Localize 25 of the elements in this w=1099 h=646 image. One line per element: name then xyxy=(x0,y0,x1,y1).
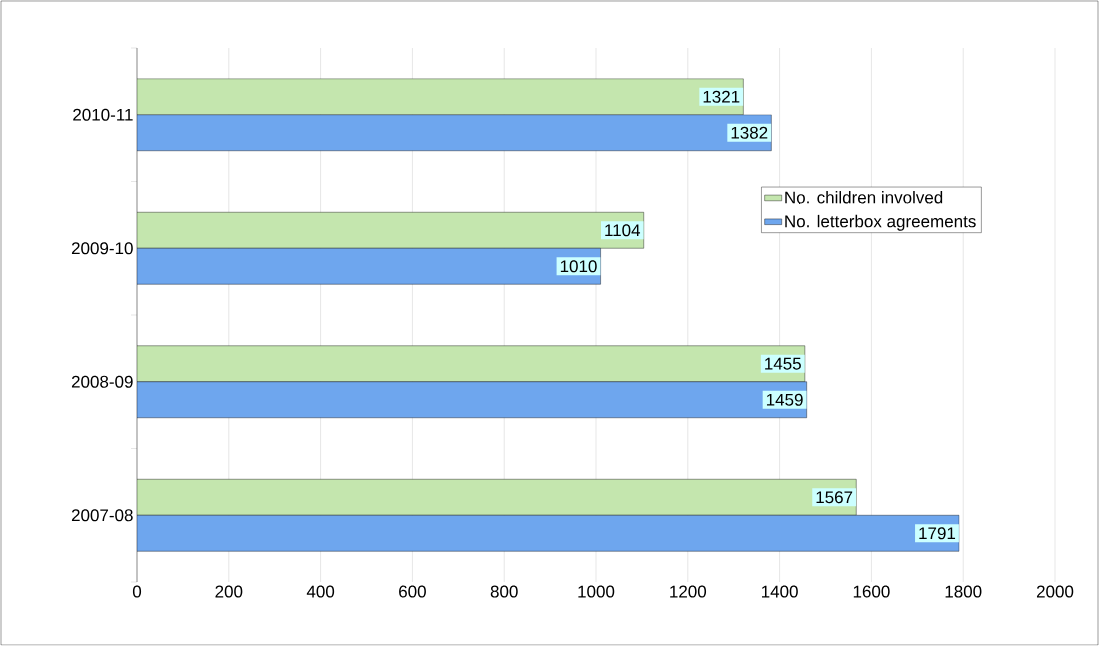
x-tick-label: 400 xyxy=(306,585,335,598)
data-label: 1459 xyxy=(766,393,803,406)
data-label: 1321 xyxy=(703,90,740,103)
x-tick-label: 1200 xyxy=(670,585,707,598)
x-tick-label: 1800 xyxy=(945,585,982,598)
data-label: 1567 xyxy=(816,491,853,504)
y-tick-label: 2007-08 xyxy=(71,509,133,522)
y-tick-label: 2008-09 xyxy=(71,375,133,388)
x-tick-label: 0 xyxy=(132,585,142,598)
data-label: 1455 xyxy=(765,357,801,370)
x-tick-label: 1400 xyxy=(762,585,798,598)
y-tick-label: 2010-11 xyxy=(73,108,133,121)
legend-label: No. letterbox agreements xyxy=(785,214,976,231)
x-tick-label: 1600 xyxy=(853,585,890,598)
data-label: 1382 xyxy=(731,126,768,139)
x-tick-label: 600 xyxy=(399,585,426,598)
legend-label: No. children involved xyxy=(785,191,943,204)
y-tick-label: 2009-10 xyxy=(71,242,133,255)
x-tick-label: 2000 xyxy=(1036,585,1074,598)
data-label: 1010 xyxy=(560,260,597,273)
data-label: 1104 xyxy=(605,224,641,237)
x-tick-label: 800 xyxy=(490,585,518,598)
x-tick-label: 1000 xyxy=(578,585,615,598)
data-label: 1791 xyxy=(919,527,956,540)
x-tick-label: 200 xyxy=(215,585,243,598)
